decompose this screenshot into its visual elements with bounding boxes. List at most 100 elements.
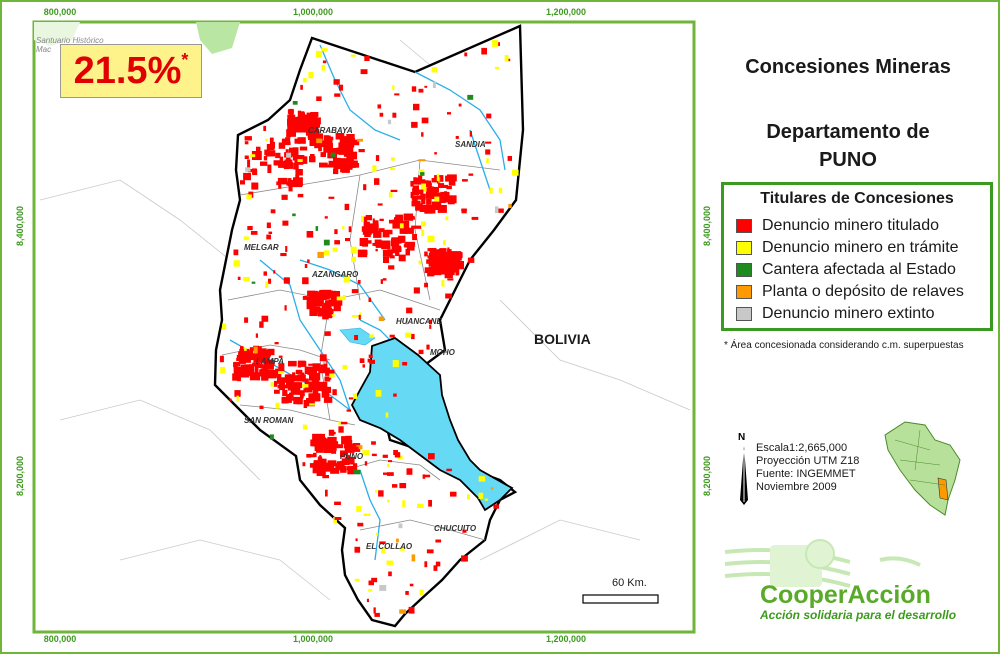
concession-parcel <box>444 271 453 279</box>
concession-parcel <box>237 276 241 280</box>
concession-parcel <box>363 216 368 223</box>
concession-parcel <box>293 382 303 389</box>
concession-parcel <box>486 158 489 164</box>
concession-parcel <box>462 529 467 533</box>
concession-parcel <box>439 248 447 254</box>
concession-parcel <box>302 78 307 83</box>
concession-parcel <box>336 296 343 301</box>
concession-parcel <box>402 362 408 366</box>
concession-parcel <box>333 290 337 297</box>
concession-parcel <box>435 561 441 567</box>
concession-parcel <box>319 295 328 300</box>
concession-parcel <box>324 377 331 382</box>
concession-parcel <box>380 279 383 284</box>
concession-parcel <box>269 137 274 147</box>
concession-parcel <box>431 201 442 210</box>
concession-parcel <box>355 538 358 542</box>
concession-parcel <box>393 393 397 397</box>
concession-parcel <box>394 452 401 458</box>
concession-parcel <box>372 165 377 173</box>
concession-parcel <box>233 361 241 366</box>
concession-parcel <box>340 450 345 458</box>
concession-parcel <box>321 48 328 52</box>
concession-parcel <box>436 174 440 181</box>
concession-parcel <box>382 278 387 281</box>
concession-parcel <box>454 257 462 261</box>
concession-parcel <box>429 258 436 262</box>
concession-parcel <box>244 155 249 159</box>
concession-parcel <box>307 129 316 139</box>
concession-parcel <box>387 463 390 467</box>
concession-parcel <box>338 158 347 162</box>
concession-parcel <box>387 249 394 254</box>
concession-parcel <box>411 225 422 229</box>
concession-parcel <box>461 208 467 212</box>
concession-parcel <box>306 231 314 238</box>
concession-parcel <box>297 137 306 144</box>
province-label-melgar: MELGAR <box>244 243 279 252</box>
concession-parcel <box>292 375 302 382</box>
concession-parcel <box>332 247 338 252</box>
concession-parcel <box>405 249 410 256</box>
concession-parcel <box>412 185 419 192</box>
concession-parcel <box>392 85 395 91</box>
concession-parcel <box>303 388 313 393</box>
lake-titicaca <box>350 336 514 512</box>
x-tick-bottom-3: 1,200,000 <box>545 634 587 644</box>
concession-parcel <box>494 206 499 214</box>
concession-parcel <box>399 226 407 234</box>
concession-parcel <box>421 229 425 237</box>
concession-parcel <box>240 352 247 360</box>
legend-item-tramite: Denuncio minero en trámite <box>736 239 959 257</box>
concession-parcel <box>236 357 240 361</box>
concession-parcel <box>398 254 406 262</box>
concession-parcel <box>322 475 329 479</box>
concession-parcel <box>247 226 253 231</box>
concession-parcel <box>278 355 283 358</box>
concession-parcel <box>253 346 258 354</box>
concession-parcel <box>274 342 279 345</box>
concession-parcel <box>486 113 492 119</box>
legend-label-cantera: Cantera afectada al Estado <box>762 261 956 278</box>
source-text: Fuente: INGEMMET <box>756 468 856 480</box>
concession-parcel <box>256 351 262 355</box>
concession-parcel <box>436 193 443 202</box>
concession-parcel <box>478 492 484 499</box>
concession-parcels <box>219 40 519 617</box>
concession-parcel <box>291 128 295 137</box>
concession-parcel <box>321 389 330 398</box>
concession-parcel <box>328 309 334 314</box>
concession-parcel <box>426 198 432 205</box>
concession-parcel <box>343 138 347 146</box>
concession-parcel <box>387 499 390 503</box>
concession-parcel <box>492 40 499 47</box>
concession-parcel <box>440 192 450 201</box>
concession-parcel <box>467 94 474 100</box>
concession-parcel <box>265 150 276 157</box>
concession-parcel <box>229 398 232 401</box>
concession-parcel <box>339 84 344 91</box>
concession-parcel <box>266 222 271 229</box>
concession-parcel <box>350 54 356 57</box>
concession-parcel <box>295 369 303 375</box>
concession-parcel <box>352 315 359 318</box>
concession-parcel <box>307 290 315 297</box>
concession-parcel <box>406 468 413 475</box>
concession-parcel <box>386 560 394 565</box>
concession-parcel <box>409 583 414 587</box>
legend-swatch-cantera <box>736 262 752 277</box>
concession-parcel <box>283 179 287 183</box>
logo-tagline: Acción solidaria para el desarrollo <box>760 608 957 622</box>
province-label-carabaya: CARABAYA <box>308 126 353 135</box>
concession-parcel <box>334 517 342 520</box>
concession-parcel <box>334 501 341 505</box>
concession-parcel <box>425 193 435 199</box>
concession-parcel <box>507 156 512 161</box>
concession-parcel <box>429 319 432 325</box>
concession-parcel <box>468 173 474 176</box>
concession-parcel <box>403 227 414 234</box>
concession-parcel <box>353 393 358 399</box>
concession-parcel <box>243 172 251 181</box>
concession-parcel <box>270 209 276 214</box>
concession-parcel <box>392 484 398 488</box>
